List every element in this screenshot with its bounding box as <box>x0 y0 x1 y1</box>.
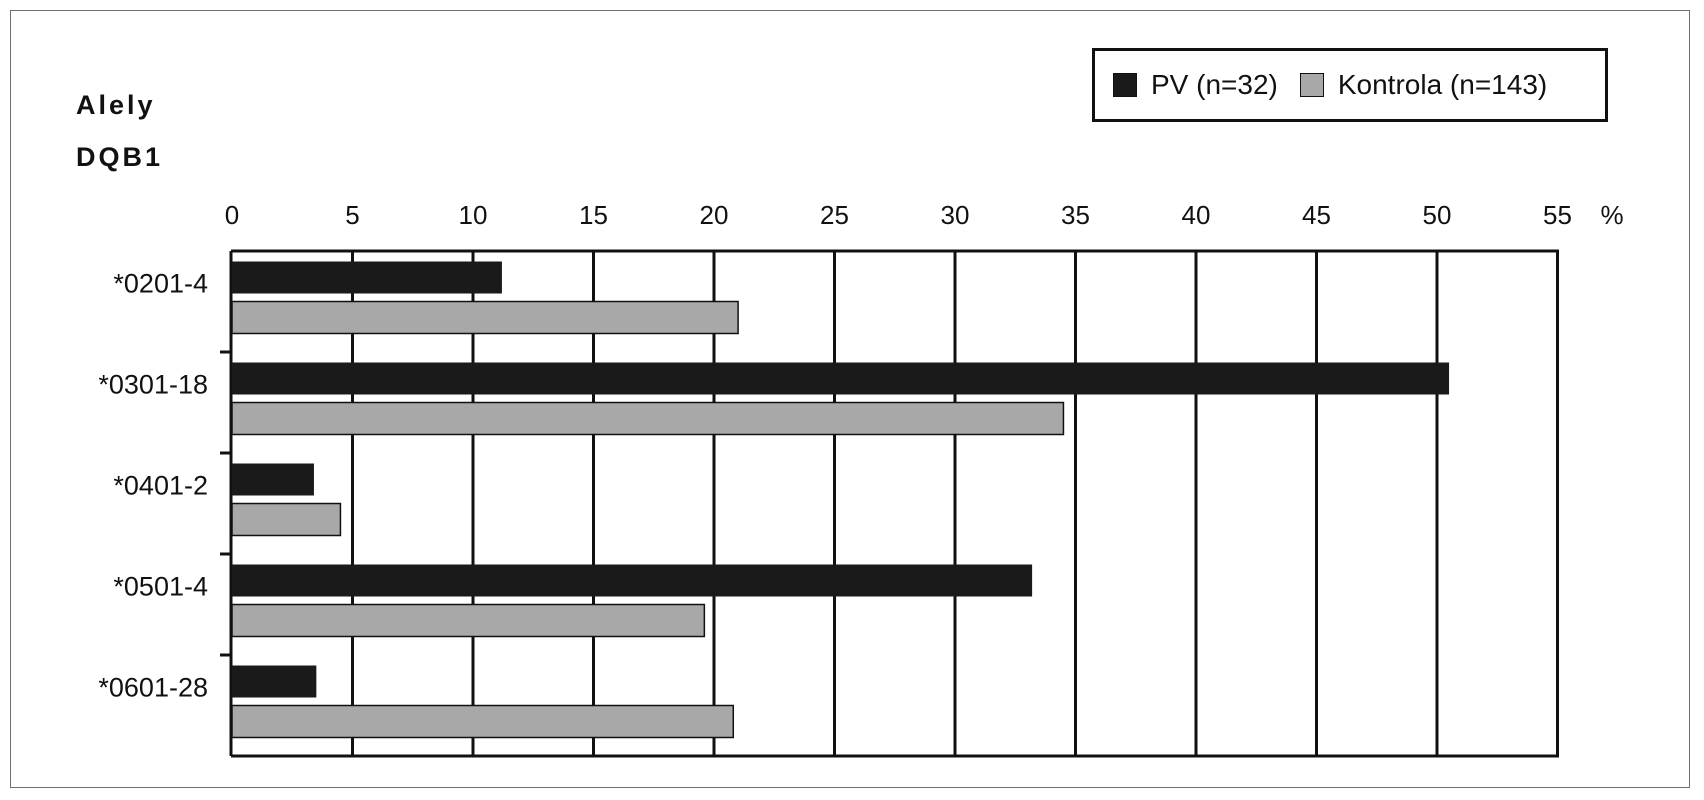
bar-kontrola <box>231 300 739 335</box>
bar-kontrola <box>231 502 342 537</box>
y-axis-title-line1: Alely <box>76 90 156 120</box>
x-tick-label: 50 <box>1423 200 1452 230</box>
legend-swatch-pv <box>1113 73 1137 97</box>
category-label: *0201-4 <box>113 269 208 299</box>
legend-label-kontrola: Kontrola (n=143) <box>1337 69 1548 100</box>
legend-swatch-kontrola <box>1299 73 1324 97</box>
category-label: *0301-18 <box>98 370 208 400</box>
bar-pv <box>232 362 1450 395</box>
x-tick-label: 5 <box>345 200 359 230</box>
category-label: *0401-2 <box>113 471 208 501</box>
x-tick-label: 35 <box>1061 200 1090 230</box>
legend-label-pv: PV (n=32) <box>1151 69 1278 100</box>
x-tick-label: 45 <box>1302 200 1331 230</box>
figure-frame <box>10 10 1690 788</box>
x-tick-label: 40 <box>1182 200 1211 230</box>
bar-pv <box>232 564 1033 597</box>
x-tick-label: 55 <box>1543 200 1572 230</box>
category-label: *0501-4 <box>113 572 208 602</box>
bar-kontrola <box>231 704 735 739</box>
bar-kontrola <box>231 603 706 638</box>
bar-pv <box>232 463 314 496</box>
y-axis-title-line2: DQB1 <box>76 142 164 172</box>
x-tick-label: 0 <box>225 200 239 230</box>
x-tick-label: 10 <box>459 200 488 230</box>
legend: PV (n=32) Kontrola (n=143) <box>1092 48 1608 122</box>
category-label: *0601-28 <box>98 673 208 703</box>
x-unit-label: % <box>1600 200 1623 230</box>
bar-kontrola <box>231 401 1065 436</box>
bar-pv <box>232 261 502 294</box>
x-tick-label: 15 <box>579 200 608 230</box>
x-tick-label: 25 <box>820 200 849 230</box>
x-tick-label: 20 <box>700 200 729 230</box>
bar-pv <box>232 665 317 698</box>
x-tick-label: 30 <box>941 200 970 230</box>
